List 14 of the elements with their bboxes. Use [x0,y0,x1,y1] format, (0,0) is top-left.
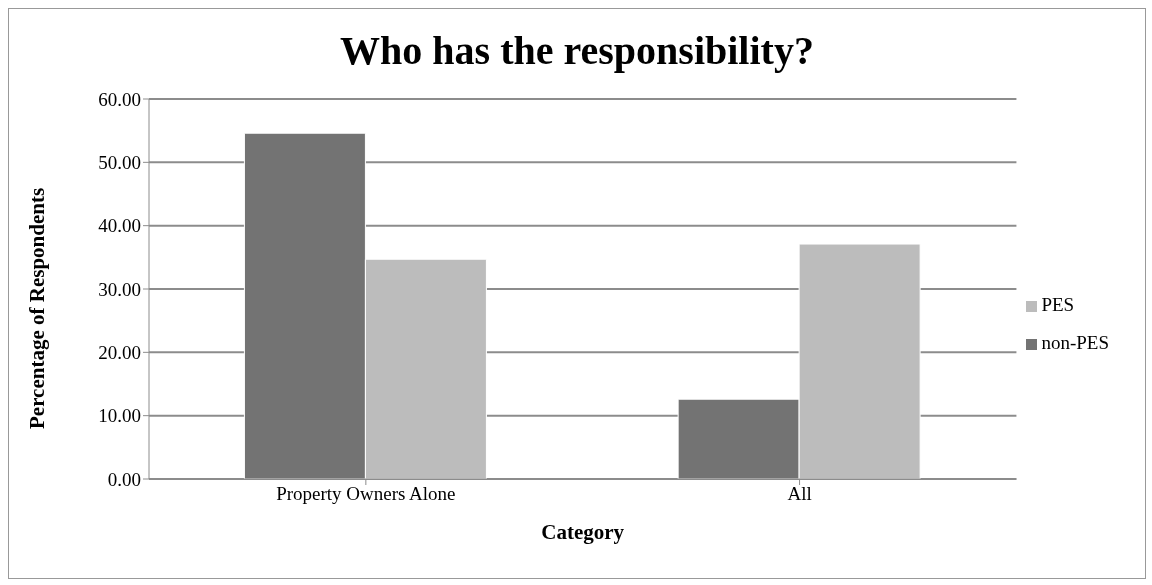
legend-label: non-PES [1041,332,1109,353]
y-tick-label: 20.00 [98,342,141,364]
y-tick-label: 50.00 [98,152,141,174]
x-tick-label: Property Owners Alone [276,483,456,505]
y-tick-label: 0.00 [107,468,141,490]
y-tick-label: 60.00 [98,88,141,110]
legend-label: PES [1041,294,1075,315]
y-tick-label: 30.00 [98,278,141,300]
chart-title: Who has the responsibility? [339,27,815,75]
y-tick-label: 40.00 [98,215,141,237]
y-tick-label: 10.00 [98,405,141,427]
y-axis-title: Percentage of Respondents [25,187,50,429]
x-tick-label: All [787,483,812,505]
x-axis-title: Category [541,520,625,544]
